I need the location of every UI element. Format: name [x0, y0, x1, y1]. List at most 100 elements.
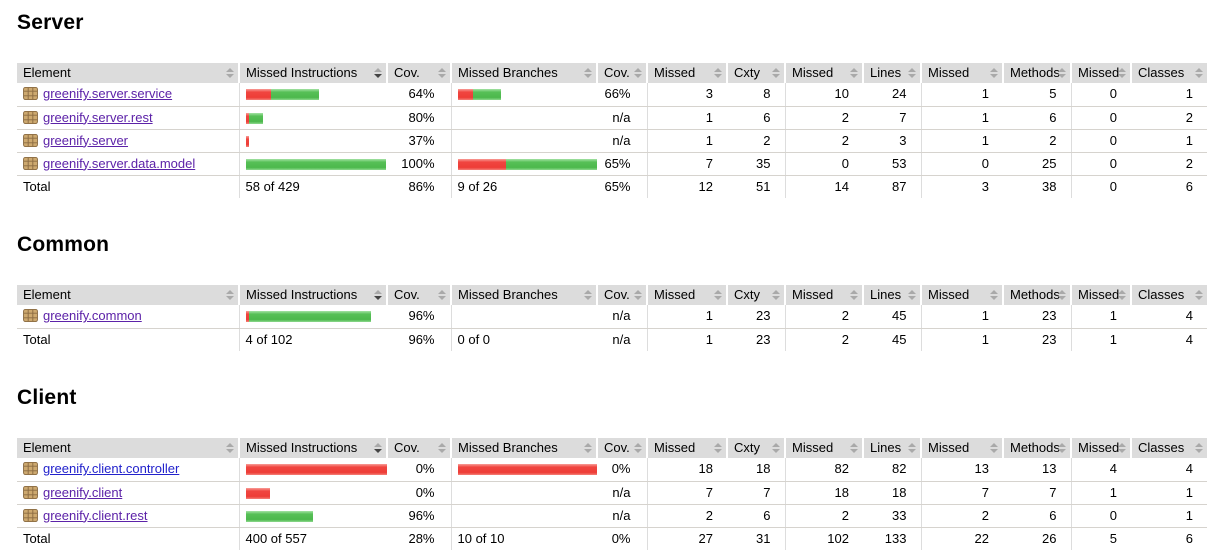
- element-cell: greenify.common: [17, 305, 239, 329]
- package-link[interactable]: greenify.client.rest: [43, 507, 148, 523]
- column-header-missed-9[interactable]: Missed: [920, 438, 1003, 458]
- sort-icon: [714, 443, 722, 453]
- column-header-missed-7[interactable]: Missed: [784, 285, 863, 305]
- total-row: Total 4 of 102 96% 0 of 0 n/a 1 23 2 45 1 23 1 4: [17, 328, 1207, 351]
- sort-icon: [1058, 290, 1066, 300]
- total-counter-cell: 87: [892, 178, 907, 194]
- column-header-label: Missed: [1078, 65, 1120, 80]
- column-header-cxty-6[interactable]: Cxty: [726, 63, 785, 83]
- column-header-missed-9[interactable]: Missed: [920, 63, 1003, 83]
- branch-coverage-cell: n/a: [597, 504, 647, 528]
- counter-cell: 4: [1131, 458, 1207, 482]
- column-header-cov--4[interactable]: Cov.: [596, 438, 647, 458]
- column-header-element-0[interactable]: Element: [17, 285, 239, 305]
- column-header-cov--4[interactable]: Cov.: [596, 285, 647, 305]
- bar-covered-segment: [245, 510, 313, 522]
- total-counter-cell: 12: [646, 175, 727, 198]
- branch-coverage-cell: 65%: [597, 152, 647, 176]
- column-header-element-0[interactable]: Element: [17, 438, 239, 458]
- column-header-missed-5[interactable]: Missed: [646, 63, 727, 83]
- package-link[interactable]: greenify.server: [43, 132, 129, 148]
- column-header-missed-11[interactable]: Missed: [1070, 285, 1131, 305]
- package-link[interactable]: greenify.server.rest: [43, 109, 153, 125]
- package-link[interactable]: greenify.client: [43, 484, 123, 500]
- counter-cell: 2: [727, 129, 785, 153]
- counter-cell: 2: [784, 305, 863, 329]
- package-link[interactable]: greenify.server.data.model: [43, 155, 196, 171]
- column-header-missed-instructions-1[interactable]: Missed Instructions: [238, 63, 387, 83]
- branch-coverage-cell: 66%: [597, 83, 647, 107]
- column-header-classes-12[interactable]: Classes: [1130, 438, 1207, 458]
- total-instruction-coverage-cell: 86%: [408, 178, 435, 194]
- sort-icon: [772, 290, 780, 300]
- counter-cell: 0: [1070, 152, 1131, 176]
- bar-missed-segment: [245, 112, 249, 124]
- column-header-cxty-6[interactable]: Cxty: [726, 438, 785, 458]
- column-header-missed-5[interactable]: Missed: [646, 285, 727, 305]
- coverage-bar: [245, 487, 270, 499]
- coverage-bar: [457, 158, 597, 170]
- counter-cell: 1: [646, 305, 727, 329]
- column-header-classes-12[interactable]: Classes: [1130, 285, 1207, 305]
- column-header-cxty-6[interactable]: Cxty: [726, 285, 785, 305]
- missed-branches-bar-cell: [450, 83, 597, 107]
- sort-icon: [374, 68, 382, 78]
- column-header-cov--2[interactable]: Cov.: [386, 63, 451, 83]
- table-row: greenify.server.service 64% 66% 3 8 10 24 1 5 0 1: [17, 83, 1207, 107]
- section-title-client: Client: [17, 386, 77, 409]
- column-header-element-0[interactable]: Element: [17, 63, 239, 83]
- total-counter-cell: 6: [1185, 178, 1193, 194]
- column-header-methods-10[interactable]: Methods: [1002, 438, 1071, 458]
- column-header-missed-branches-3[interactable]: Missed Branches: [450, 438, 597, 458]
- counter-cell: 0: [1070, 129, 1131, 153]
- column-header-cov--2[interactable]: Cov.: [386, 285, 451, 305]
- counter-cell: 6: [1003, 504, 1071, 528]
- column-header-missed-11[interactable]: Missed: [1070, 63, 1131, 83]
- bar-missed-segment: [245, 311, 249, 323]
- counter-cell: 0: [1070, 504, 1131, 528]
- column-header-methods-10[interactable]: Methods: [1002, 63, 1071, 83]
- package-icon: [23, 485, 38, 499]
- table-row: greenify.client 0% n/a 7 7 18 18 7 7 1 1: [17, 481, 1207, 505]
- package-link[interactable]: greenify.client.controller: [43, 461, 180, 477]
- sort-icon: [226, 290, 234, 300]
- coverage-bar: [245, 89, 319, 101]
- column-header-missed-7[interactable]: Missed: [784, 438, 863, 458]
- column-header-label: Missed: [654, 440, 696, 455]
- column-header-label: Cov.: [394, 65, 420, 80]
- column-header-missed-branches-3[interactable]: Missed Branches: [450, 63, 597, 83]
- column-header-label: Missed Instructions: [246, 65, 358, 80]
- column-header-missed-11[interactable]: Missed: [1070, 438, 1131, 458]
- total-counter-cell: 1: [1070, 328, 1131, 351]
- total-branches-cell: 10 of 10: [450, 527, 597, 550]
- column-header-cov--2[interactable]: Cov.: [386, 438, 451, 458]
- column-header-missed-9[interactable]: Missed: [920, 285, 1003, 305]
- column-header-lines-8[interactable]: Lines: [862, 63, 921, 83]
- counter-cell: 0: [920, 152, 1003, 176]
- column-header-label: Element: [23, 65, 71, 80]
- column-header-lines-8[interactable]: Lines: [862, 438, 921, 458]
- column-header-label: Methods: [1010, 440, 1060, 455]
- column-header-classes-12[interactable]: Classes: [1130, 63, 1207, 83]
- column-header-cov--4[interactable]: Cov.: [596, 63, 647, 83]
- column-header-missed-5[interactable]: Missed: [646, 438, 727, 458]
- column-header-missed-7[interactable]: Missed: [784, 63, 863, 83]
- column-header-methods-10[interactable]: Methods: [1002, 285, 1071, 305]
- bar-missed-segment: [457, 464, 597, 476]
- column-header-label: Classes: [1138, 65, 1185, 80]
- column-header-lines-8[interactable]: Lines: [862, 285, 921, 305]
- column-header-label: Missed: [654, 65, 696, 80]
- instruction-coverage-cell: 37%: [387, 129, 451, 153]
- total-counter-cell: 22: [920, 527, 1003, 550]
- package-icon: [23, 508, 38, 522]
- column-header-missed-branches-3[interactable]: Missed Branches: [450, 285, 597, 305]
- counter-cell: 7: [1003, 481, 1071, 505]
- sort-icon: [584, 68, 592, 78]
- branch-coverage-cell: n/a: [597, 305, 647, 329]
- package-link[interactable]: greenify.server.service: [43, 86, 173, 102]
- column-header-missed-instructions-1[interactable]: Missed Instructions: [238, 285, 387, 305]
- column-header-missed-instructions-1[interactable]: Missed Instructions: [238, 438, 387, 458]
- sort-icon: [908, 443, 916, 453]
- package-link[interactable]: greenify.common: [43, 308, 142, 324]
- counter-cell: 25: [1003, 152, 1071, 176]
